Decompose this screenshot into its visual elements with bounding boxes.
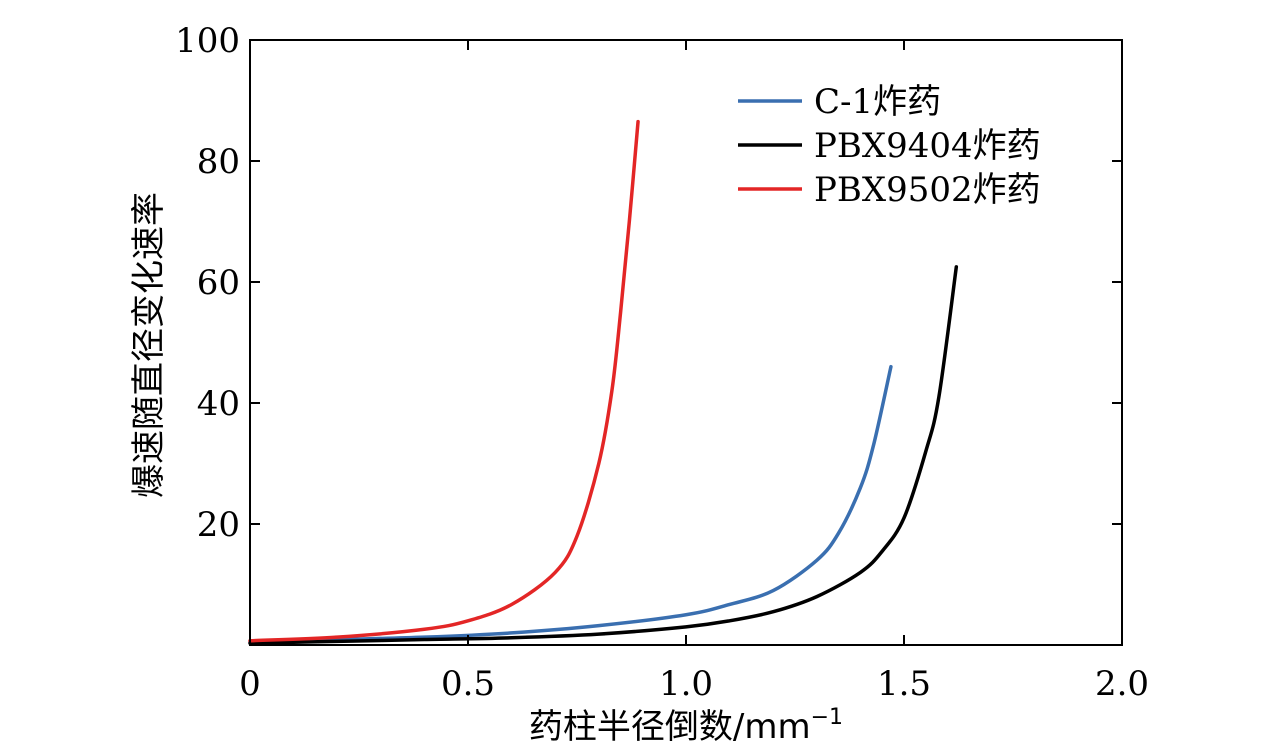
series-line-2 bbox=[248, 265, 959, 645]
x-axis-title: 药柱半径倒数/mm−1 bbox=[529, 705, 843, 747]
series-layer bbox=[248, 119, 959, 645]
y-tick-label: 100 bbox=[175, 21, 240, 61]
x-tick-label: 1.0 bbox=[659, 664, 713, 704]
legend-label: PBX9502炸药 bbox=[814, 170, 1041, 210]
y-tick-label: 80 bbox=[197, 142, 240, 182]
y-tick-label: 20 bbox=[197, 505, 240, 545]
x-tick-label: 1.5 bbox=[877, 664, 931, 704]
series-line-3 bbox=[248, 119, 640, 643]
series-line-1 bbox=[248, 364, 893, 644]
legend-label: C-1炸药 bbox=[814, 82, 941, 122]
x-tick-label: 0.5 bbox=[441, 664, 495, 704]
x-axis-title-text: 药柱半径倒数/mm bbox=[529, 707, 811, 747]
y-tick-label: 40 bbox=[197, 384, 240, 424]
legend-label: PBX9404炸药 bbox=[814, 126, 1041, 166]
y-tick-label: 60 bbox=[197, 263, 240, 303]
x-tick-label: 0 bbox=[239, 664, 261, 704]
x-axis-title-superscript: −1 bbox=[811, 705, 843, 730]
x-tick-label: 2.0 bbox=[1095, 664, 1149, 704]
ticks-layer: 0 0.5 1.0 1.5 2.0 20 40 60 80 100 bbox=[175, 21, 1149, 704]
y-axis-title: 爆速随直径变化速率 bbox=[129, 192, 169, 498]
